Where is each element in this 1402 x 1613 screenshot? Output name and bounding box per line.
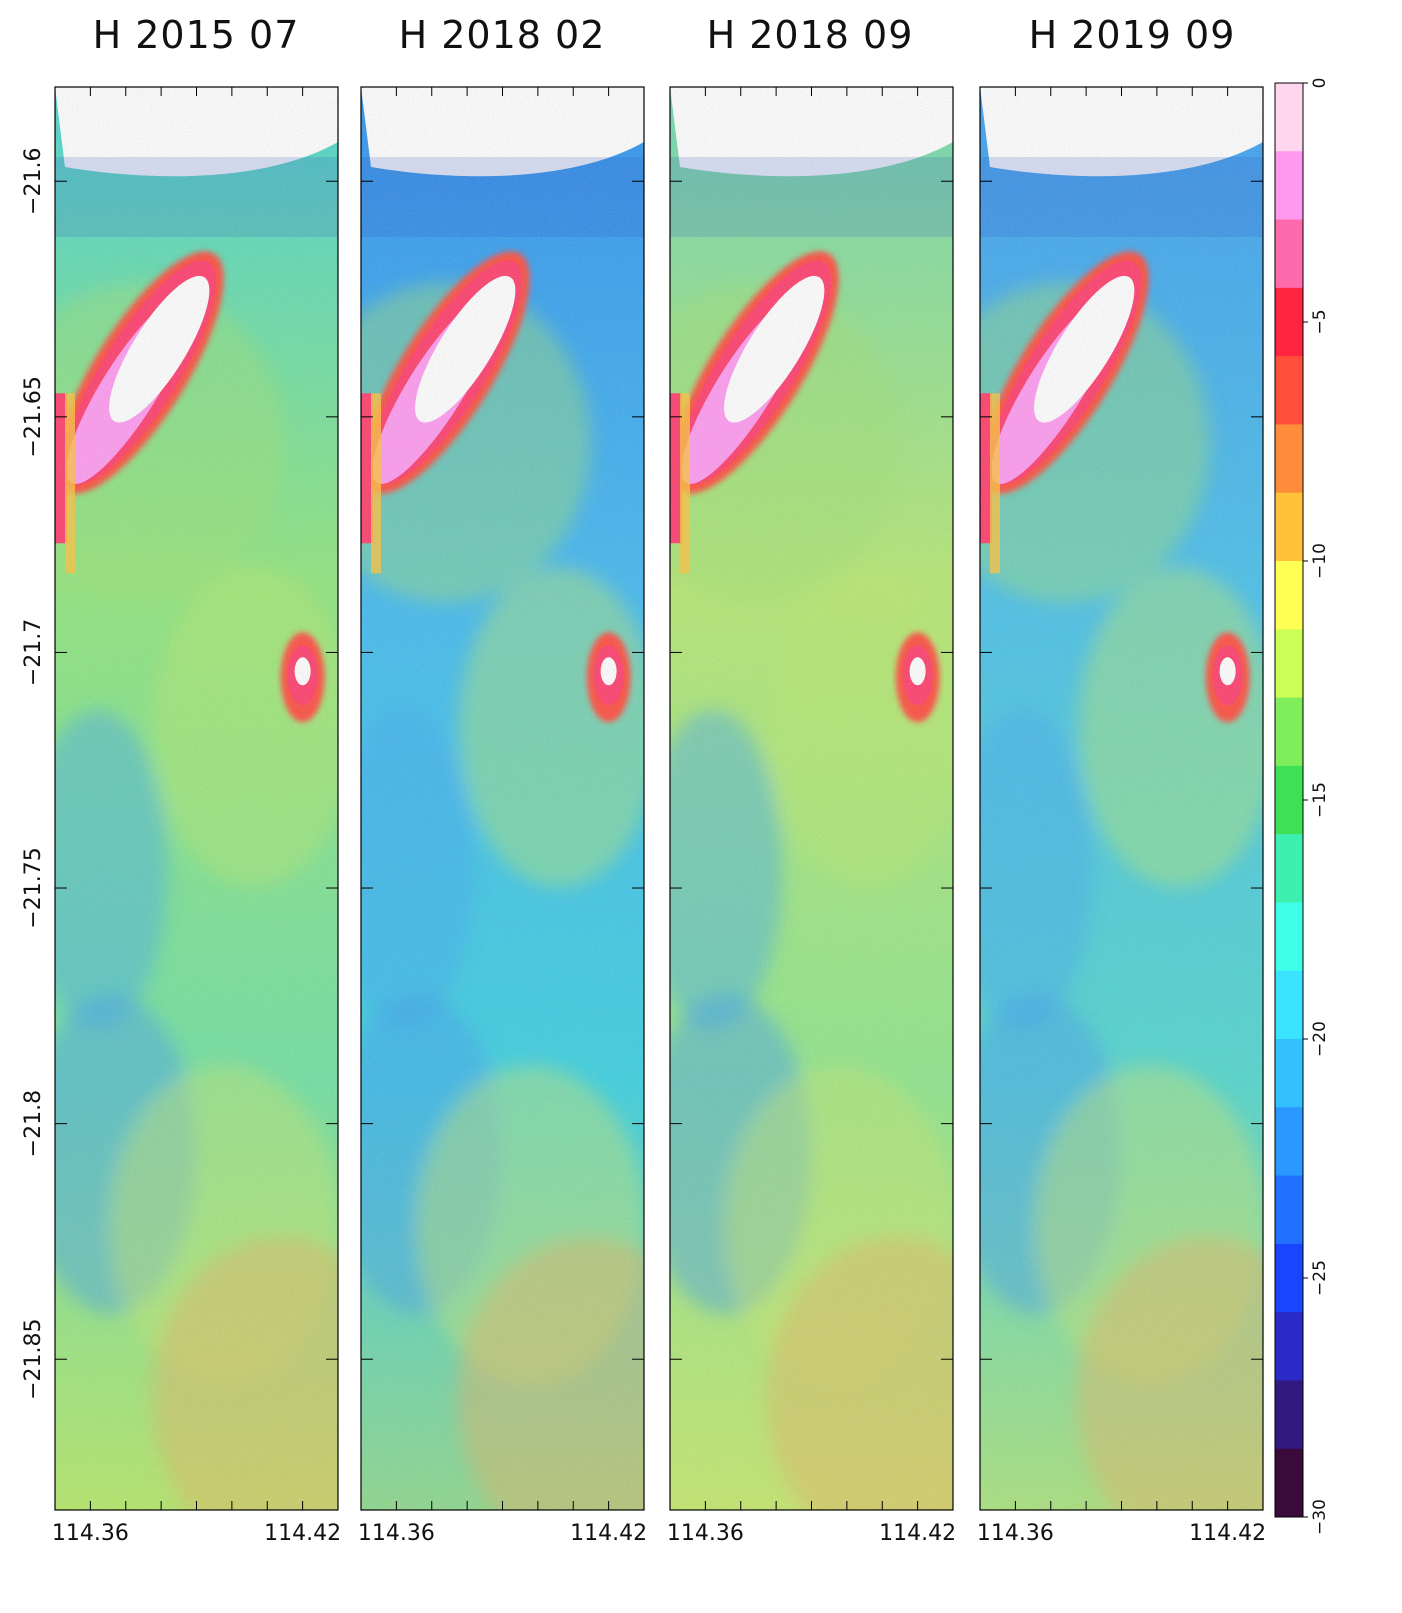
colorbar-segment: [1275, 83, 1303, 152]
colorbar-segment: [1275, 492, 1303, 562]
colorbar-tick-label: 0: [1310, 78, 1330, 89]
colorbar: 0 −5 −10 −15 −20 −25 −30: [1274, 78, 1330, 1535]
x-tick-label: 114.36: [977, 1521, 1054, 1546]
panel-title-1: H 2015 07: [93, 13, 300, 57]
colorbar-tick-label: −5: [1310, 309, 1330, 334]
colorbar-segment: [1275, 834, 1303, 903]
colorbar-segment: [1275, 697, 1303, 767]
speckle-noise: [55, 87, 338, 1510]
x-tick-label: 114.36: [667, 1521, 744, 1546]
colorbar-segment: [1275, 629, 1303, 699]
colorbar-segment: [1275, 151, 1303, 221]
heatmap-panel-4: [980, 87, 1263, 1510]
colorbar-segment: [1275, 356, 1303, 425]
colorbar-segment: [1275, 561, 1303, 630]
colorbar-segment: [1275, 765, 1303, 835]
heatmap-panel-3: [670, 87, 953, 1510]
speckle-noise: [670, 87, 953, 1510]
x-tick-label: 114.42: [879, 1521, 956, 1546]
y-tick-label: −21.6: [21, 148, 46, 215]
colorbar-segment: [1275, 287, 1303, 357]
colorbar-tick-label: −30: [1310, 1499, 1330, 1535]
panel-title-2: H 2018 02: [399, 13, 606, 57]
colorbar-segment: [1275, 1312, 1303, 1381]
colorbar-segment: [1275, 424, 1303, 494]
speckle-noise: [361, 87, 644, 1510]
panel-title-4: H 2019 09: [1029, 13, 1236, 57]
x-axis: 114.36 114.42 114.36 114.42 114.36 114.42 114.…: [52, 1521, 1266, 1546]
colorbar-segment: [1275, 1107, 1303, 1177]
y-tick-label: −21.7: [21, 619, 46, 686]
colorbar-segment: [1275, 1380, 1303, 1450]
heatmap-panels: [54, 86, 1264, 1511]
y-tick-label: −21.85: [21, 1319, 46, 1400]
colorbar-segment: [1275, 1243, 1303, 1313]
colorbar-tick-label: −15: [1310, 782, 1330, 818]
heatmap-panel-1: [55, 87, 338, 1510]
x-tick-label: 114.42: [264, 1521, 341, 1546]
y-tick-label: −21.75: [21, 847, 46, 928]
x-tick-label: 114.36: [358, 1521, 435, 1546]
colorbar-tick-label: −20: [1310, 1021, 1330, 1057]
heatmap-panel-2: [361, 87, 644, 1510]
colorbar-segment: [1275, 1175, 1303, 1245]
colorbar-segment: [1275, 1448, 1303, 1518]
colorbar-segment: [1275, 1039, 1303, 1108]
colorbar-tick-label: −25: [1310, 1260, 1330, 1296]
speckle-noise: [980, 87, 1263, 1510]
y-axis: −21.6 −21.65 −21.7 −21.75 −21.8 −21.85: [21, 148, 46, 1400]
colorbar-segment: [1275, 970, 1303, 1040]
x-tick-label: 114.42: [1189, 1521, 1266, 1546]
y-tick-label: −21.8: [21, 1090, 46, 1157]
colorbar-tick-label: −10: [1310, 543, 1330, 579]
y-tick-label: −21.65: [21, 376, 46, 457]
colorbar-segment: [1275, 902, 1303, 972]
x-tick-label: 114.36: [52, 1521, 129, 1546]
x-tick-label: 114.42: [570, 1521, 647, 1546]
panel-title-3: H 2018 09: [707, 13, 914, 57]
colorbar-segment: [1275, 219, 1303, 289]
